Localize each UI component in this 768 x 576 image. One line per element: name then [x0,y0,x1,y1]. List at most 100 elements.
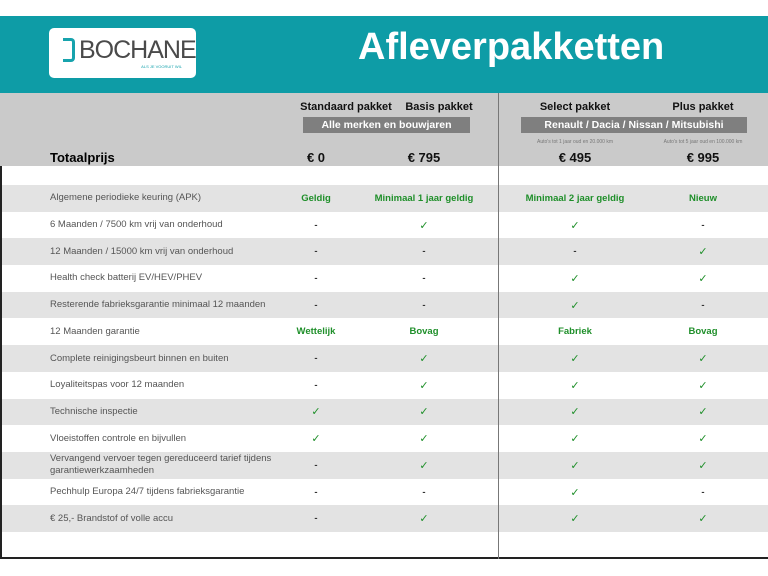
package-price: € 0 [306,150,326,165]
group-label-right: Renault / Dacia / Nissan / Mitsubishi [521,117,747,133]
check-icon: ✓ [698,459,708,472]
dash-icon: - [314,379,318,391]
total-label: Totaalprijs [50,150,115,165]
package-price: € 795 [407,150,441,165]
dash-icon: - [314,513,318,525]
feature-value: Fabriek [558,326,592,338]
check-icon: ✓ [698,246,708,259]
feature-label: Resterende fabrieksgarantie minimaal 12 … [50,299,266,311]
logo-name: BOCHANE [79,36,197,64]
dash-icon: - [701,486,705,498]
dash-icon: - [314,299,318,311]
package-name: Select pakket [539,101,611,113]
check-icon: ✓ [698,433,708,446]
check-icon: ✓ [311,406,321,419]
table-row: Algemene periodieke keuring (APK) Geldig M… [2,185,768,212]
check-icon: ✓ [570,272,580,285]
dash-icon: - [422,246,426,258]
check-icon: ✓ [698,272,708,285]
check-icon: ✓ [570,486,580,499]
feature-label: Health check batterij EV/HEV/PHEV [50,272,203,284]
table-row: Health check batterij EV/HEV/PHEV - - ✓ ✓ [2,265,768,292]
dash-icon: - [422,272,426,284]
check-icon: ✓ [419,513,429,526]
package-name: Plus pakket [672,101,734,113]
check-icon: ✓ [570,433,580,446]
check-icon: ✓ [698,406,708,419]
check-icon: ✓ [698,379,708,392]
check-icon: ✓ [570,353,580,366]
feature-label: € 25,- Brandstof of volle accu [50,512,174,524]
logo-mark-icon [63,38,75,62]
package-price: € 495 [558,150,592,165]
package-name: Basis pakket [405,101,473,113]
dash-icon: - [314,246,318,258]
table-row: 12 Maanden / 15000 km vrij van onderhoud… [2,238,768,266]
check-icon: ✓ [419,433,429,446]
dash-icon: - [422,486,426,498]
check-icon: ✓ [570,299,580,312]
feature-value: Geldig [301,192,331,204]
feature-label: Vloeistoffen controle en bijvullen [50,432,187,444]
feature-label: Technische inspectie [50,405,138,417]
table-row: Resterende fabrieksgarantie minimaal 12 … [2,291,768,319]
check-icon: ✓ [311,433,321,446]
feature-label: Pechhulp Europa 24/7 tijdens fabrieksgar… [50,486,245,498]
feature-value: Bovag [688,326,718,338]
table-row: Complete reinigingsbeurt binnen en buite… [2,345,768,372]
feature-label: 12 Maanden / 15000 km vrij van onderhoud [50,245,234,257]
feature-label: Algemene periodieke keuring (APK) [50,192,202,204]
feature-value: Minimaal 1 jaar geldig [374,192,474,204]
table-row: Vloeistoffen controle en bijvullen ✓ ✓ ✓ ✓ [2,425,768,452]
check-icon: ✓ [419,406,429,419]
dash-icon: - [701,299,705,311]
table-row: € 25,- Brandstof of volle accu - ✓ ✓ ✓ [2,505,768,533]
check-icon: ✓ [570,406,580,419]
feature-label: Vervangend vervoer tegen gereduceerd tar… [50,453,272,477]
package-header: Standaard pakket Basis pakket Select pak… [0,93,768,166]
table-row: Pechhulp Europa 24/7 tijdens fabrieksgar… [2,479,768,506]
feature-value: Wettelijk [296,326,336,338]
feature-value: Nieuw [689,192,717,204]
header-banner: BOCHANE ALS JE VOORUIT WIL Afleverpakket… [0,16,768,93]
table-row: Technische inspectie ✓ ✓ ✓ ✓ [2,398,768,426]
package-note: Auto's tot 1 jaar oud en 20.000 km [536,139,613,145]
table-row: Vervangend vervoer tegen gereduceerd tar… [2,452,768,479]
feature-label: Loyaliteitspas voor 12 maanden [50,379,185,391]
bochane-logo: BOCHANE ALS JE VOORUIT WIL [49,28,197,78]
dash-icon: - [701,219,705,231]
dash-icon: - [314,353,318,365]
dash-icon: - [314,459,318,471]
dash-icon: - [573,246,577,258]
logo-tagline: ALS JE VOORUIT WIL [141,64,182,69]
check-icon: ✓ [419,353,429,366]
check-icon: ✓ [419,459,429,472]
check-icon: ✓ [698,513,708,526]
package-name: Standaard pakket [300,101,392,113]
dash-icon: - [314,272,318,284]
feature-value: Bovag [409,326,439,338]
check-icon: ✓ [419,219,429,232]
package-price: € 995 [686,150,720,165]
table-row: 12 Maanden garantie Wettelijk Bovag Fabriek… [2,319,768,346]
group-label-left: Alle merken en bouwjaren [303,117,470,133]
page-title: Afleverpakketten [358,26,665,68]
check-icon: ✓ [570,219,580,232]
feature-label: 12 Maanden garantie [50,325,140,337]
check-icon: ✓ [419,379,429,392]
check-icon: ✓ [570,459,580,472]
feature-label: Complete reinigingsbeurt binnen en buite… [50,352,229,364]
dash-icon: - [314,219,318,231]
check-icon: ✓ [570,379,580,392]
table-frame [0,166,768,559]
feature-label: 6 Maanden / 7500 km vrij van onderhoud [50,219,223,231]
column-divider [498,93,499,559]
package-note: Auto's tot 5 jaar oud en 100.000 km [663,139,743,145]
feature-value: Minimaal 2 jaar geldig [525,192,625,204]
check-icon: ✓ [698,353,708,366]
dash-icon: - [422,299,426,311]
table-row: 6 Maanden / 7500 km vrij van onderhoud - ✓… [2,212,768,239]
check-icon: ✓ [570,513,580,526]
table-row: Loyaliteitspas voor 12 maanden - ✓ ✓ ✓ [2,372,768,399]
dash-icon: - [314,486,318,498]
